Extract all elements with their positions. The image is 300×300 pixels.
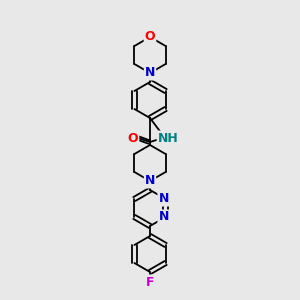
Text: N: N	[158, 193, 169, 206]
Text: O: O	[128, 131, 138, 145]
Text: N: N	[145, 175, 155, 188]
Text: NH: NH	[158, 131, 178, 145]
Text: N: N	[158, 211, 169, 224]
Text: O: O	[145, 31, 155, 44]
Text: N: N	[145, 67, 155, 80]
Text: F: F	[146, 275, 154, 289]
